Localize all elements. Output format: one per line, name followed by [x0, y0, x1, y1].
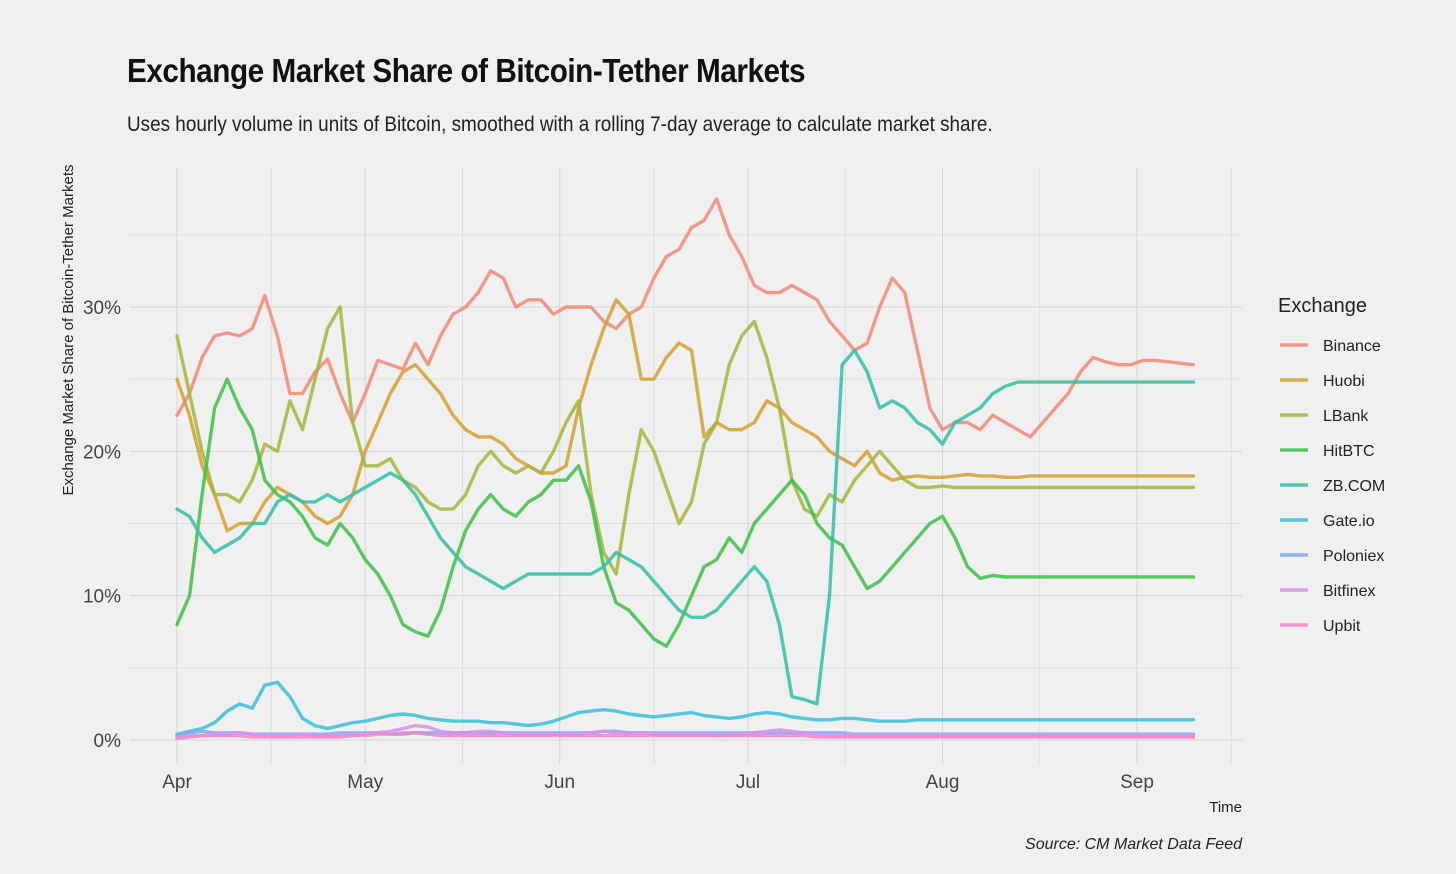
x-tick-label: May — [347, 772, 383, 793]
y-tick-label: 20% — [83, 442, 121, 463]
series-line-gate-io — [175, 680, 1196, 736]
x-tick-label: Aug — [926, 772, 960, 793]
x-tick-label: Jun — [544, 772, 575, 793]
axes: 0% 10% 20% 30% Apr May Jun Jul Aug Sep — [83, 298, 1154, 793]
legend-label: HitBTC — [1323, 443, 1375, 460]
legend-label: Upbit — [1323, 618, 1361, 635]
source-caption: Source: CM Market Data Feed — [1025, 836, 1243, 853]
series-line-hitbtc — [175, 377, 1196, 648]
series-line-lbank — [175, 305, 1196, 576]
legend-label: LBank — [1323, 408, 1369, 425]
legend-label: Gate.io — [1323, 513, 1375, 530]
x-tick-label: Sep — [1120, 772, 1154, 793]
x-tick-label: Jul — [736, 772, 760, 793]
legend-label: Binance — [1323, 338, 1381, 355]
y-tick-label: 30% — [83, 298, 121, 319]
y-tick-label: 0% — [94, 731, 122, 752]
chart-title: Exchange Market Share of Bitcoin-Tether … — [127, 52, 806, 89]
series-line-binance — [175, 197, 1196, 439]
gridlines — [130, 168, 1242, 764]
legend-label: ZB.COM — [1323, 478, 1385, 495]
legend-title: Exchange — [1278, 295, 1367, 317]
series-lines — [175, 197, 1196, 741]
y-axis-title: Exchange Market Share of Bitcoin-Tether … — [60, 165, 77, 496]
chart-subtitle: Uses hourly volume in units of Bitcoin, … — [127, 113, 993, 136]
legend-label: Huobi — [1323, 373, 1365, 390]
series-line-zb-com — [175, 348, 1196, 706]
series-line-huobi — [175, 298, 1196, 533]
legend: Exchange Binance Huobi LBank HitBTC ZB.COM Ga… — [1278, 295, 1385, 635]
series-line-upbit — [175, 731, 1196, 741]
x-tick-label: Apr — [162, 772, 192, 793]
legend-label: Poloniex — [1323, 548, 1384, 565]
legend-label: Bitfinex — [1323, 583, 1375, 600]
y-tick-label: 10% — [83, 587, 121, 608]
x-axis-title: Time — [1209, 799, 1242, 816]
